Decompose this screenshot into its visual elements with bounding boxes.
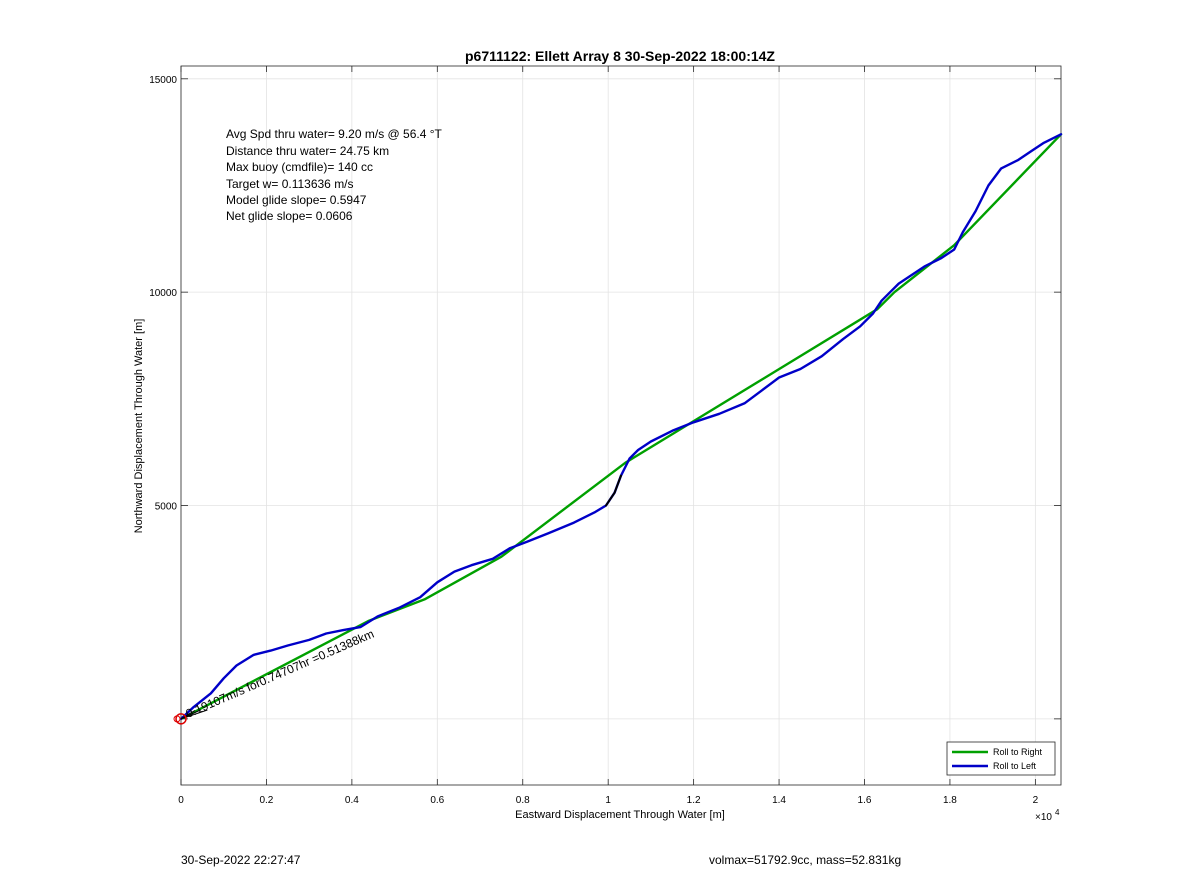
x-tick-label: 0.2 xyxy=(259,795,273,806)
series-line-1 xyxy=(179,133,1063,721)
axes-frame xyxy=(180,65,1062,786)
segment-annotation: 0.19107m/s for0.74707hr =0.51388km xyxy=(184,627,376,721)
y-tick-label: 15000 xyxy=(149,75,177,86)
stats-annotation: Avg Spd thru water= 9.20 m/s @ 56.4 °T D… xyxy=(226,127,443,223)
x-tick-label: 2 xyxy=(1033,795,1039,806)
grid-lines xyxy=(180,66,1061,785)
stats-line: Max buoy (cmdfile)= 140 cc xyxy=(226,160,373,174)
x-axis-label: Eastward Displacement Through Water [m] xyxy=(515,809,725,821)
y-tick-label: 10000 xyxy=(149,288,177,299)
x-tick-label: 1.8 xyxy=(943,795,957,806)
x-tick-label: 0.8 xyxy=(516,795,530,806)
stats-line: Net glide slope= 0.0606 xyxy=(226,209,353,223)
x-exponent: ×10 4 xyxy=(1035,808,1060,823)
x-tick-label: 1 xyxy=(605,795,611,806)
x-tick-label: 1.4 xyxy=(772,795,786,806)
chart-title: p6711122: Ellett Array 8 30-Sep-2022 18:… xyxy=(465,48,775,64)
stats-line: Target w= 0.113636 m/s xyxy=(226,177,354,191)
x-tick-label: 1.2 xyxy=(687,795,701,806)
x-tick-label: 1.6 xyxy=(858,795,872,806)
x-tick-label: 0.6 xyxy=(430,795,444,806)
stats-line: Avg Spd thru water= 9.20 m/s @ 56.4 °T xyxy=(226,127,443,141)
footer-timestamp: 30-Sep-2022 22:27:47 xyxy=(181,853,301,867)
tick-labels: 0 0.2 0.4 0.6 0.8 1 1.2 1.4 1.6 1.8 2 5000 10000 1500… xyxy=(149,75,1038,806)
series-line-2 xyxy=(605,474,622,507)
stats-line: Distance thru water= 24.75 km xyxy=(226,144,389,158)
start-marker-circle xyxy=(175,713,187,725)
x-exponent-power: 4 xyxy=(1055,808,1060,817)
series-lines xyxy=(179,133,1063,721)
start-marker-circle xyxy=(173,715,181,723)
footer-volume-mass: volmax=51792.9cc, mass=52.831kg xyxy=(709,853,902,867)
x-tick-label: 0 xyxy=(178,795,184,806)
y-axis-label: Northward Displacement Through Water [m] xyxy=(133,319,145,534)
legend-label-roll-right: Roll to Right xyxy=(993,747,1043,757)
x-exponent-base: ×10 xyxy=(1035,812,1052,823)
axes-box xyxy=(180,65,1062,786)
stats-line: Model glide slope= 0.5947 xyxy=(226,193,367,207)
x-tick-label: 0.4 xyxy=(345,795,359,806)
start-marker xyxy=(173,709,208,725)
y-tick-label: 5000 xyxy=(155,502,178,513)
legend-box xyxy=(946,741,1056,776)
legend: Roll to Right Roll to Left xyxy=(946,741,1056,776)
legend-label-roll-left: Roll to Left xyxy=(993,761,1037,771)
